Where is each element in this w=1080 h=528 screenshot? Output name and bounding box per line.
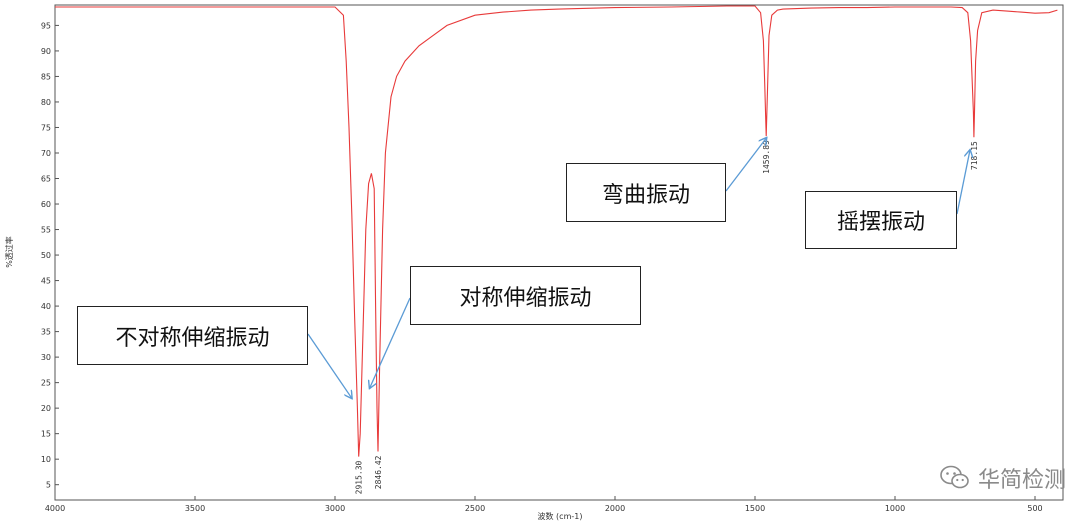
y-tick-label: 30 xyxy=(41,353,51,362)
y-tick-label: 90 xyxy=(41,47,51,56)
annotation-arrow xyxy=(370,297,411,388)
plot-frame xyxy=(54,4,1064,501)
wechat-icon xyxy=(940,465,969,489)
annotation-arrow xyxy=(725,138,766,192)
y-axis-title: %透过率 xyxy=(4,236,14,268)
callout-asymmetric-stretch: 不对称伸缩振动 xyxy=(77,306,308,365)
callout-bending: 弯曲振动 xyxy=(566,163,726,222)
x-axis-title: 波数 (cm-1) xyxy=(538,511,583,521)
peak-label: 2915.30 xyxy=(355,460,364,494)
x-tick-label: 3000 xyxy=(325,504,345,513)
y-tick-label: 40 xyxy=(41,302,51,311)
y-tick-label: 70 xyxy=(41,149,51,158)
x-tick-label: 1000 xyxy=(885,504,905,513)
x-tick-label: 2500 xyxy=(465,504,485,513)
callout-symmetric-stretch: 对称伸缩振动 xyxy=(410,266,641,325)
annotation-arrow xyxy=(956,150,970,215)
x-tick-label: 1500 xyxy=(745,504,765,513)
annotation-arrow xyxy=(307,333,352,398)
watermark: 华简检测 xyxy=(940,462,1066,494)
y-tick-label: 60 xyxy=(41,200,51,209)
spectrum-line xyxy=(55,5,1058,457)
y-tick-label: 65 xyxy=(41,175,51,184)
peak-label: 718.15 xyxy=(970,141,979,170)
x-tick-label: 4000 xyxy=(45,504,65,513)
y-tick-label: 15 xyxy=(41,430,51,439)
y-tick-label: 80 xyxy=(41,98,51,107)
y-tick-label: 55 xyxy=(41,226,51,235)
x-tick-label: 500 xyxy=(1027,504,1042,513)
y-tick-label: 85 xyxy=(41,72,51,81)
y-tick-label: 95 xyxy=(41,21,51,30)
annotation-arrows xyxy=(307,138,970,398)
y-tick-label: 75 xyxy=(41,123,51,132)
watermark-text: 华简检测 xyxy=(977,468,1066,493)
callout-rocking: 摇摆振动 xyxy=(805,191,957,249)
y-tick-label: 25 xyxy=(41,379,51,388)
y-tick-label: 45 xyxy=(41,277,51,286)
x-tick-label: 2000 xyxy=(605,504,625,513)
y-axis-ticks: 5 10 15 20 25 30 35 40 45 50 55 60 65 70 75 80 85 90 95 xyxy=(41,21,59,490)
peak-label: 1459.89 xyxy=(762,140,771,174)
peak-label: 2846.42 xyxy=(374,455,383,489)
y-tick-label: 35 xyxy=(41,328,51,337)
y-tick-label: 5 xyxy=(46,481,51,490)
y-tick-label: 20 xyxy=(41,404,51,413)
x-tick-label: 3500 xyxy=(185,504,205,513)
x-axis-ticks: 4000 3500 3000 2500 2000 1500 1000 500 xyxy=(45,496,1043,513)
peak-labels: 2915.30 2846.42 1459.89 718.15 xyxy=(355,140,979,494)
y-tick-label: 50 xyxy=(41,251,51,260)
y-tick-label: 10 xyxy=(41,455,51,464)
